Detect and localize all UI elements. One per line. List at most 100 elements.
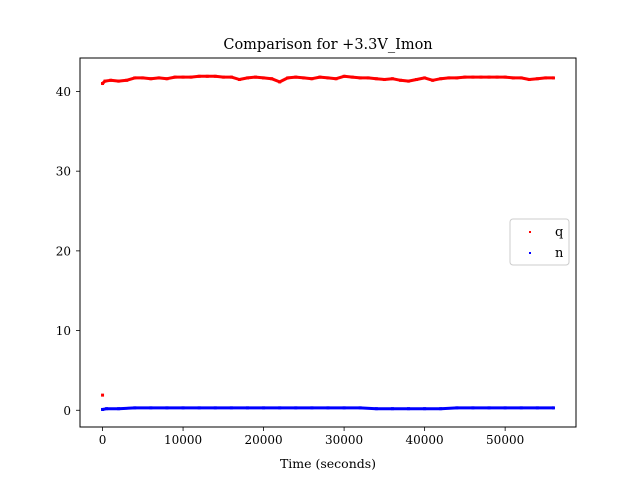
data-point-q [189,75,193,79]
data-point-n [101,407,105,411]
data-point-q [455,76,459,80]
data-point-q [535,77,539,81]
data-point-q [551,76,555,80]
x-tick-label: 50000 [486,433,524,447]
legend-box [509,218,570,266]
data-point-q [382,78,386,82]
data-point-q [334,77,338,81]
data-point-q [366,76,370,80]
data-point-q [221,75,225,79]
x-tick-label: 30000 [325,433,363,447]
data-point-q [278,80,282,84]
data-point-n [551,406,555,410]
data-point-q [205,74,209,78]
data-point-n [326,406,330,410]
data-point-q [310,77,314,81]
data-point-q [326,76,330,80]
data-point-n [213,406,217,410]
x-tick-label: 40000 [406,433,444,447]
data-point-q [103,79,107,83]
data-point-q [109,78,113,82]
series-band-q [101,74,555,85]
data-point-q [213,74,217,78]
data-point-n [535,406,539,410]
x-axis-label: Time (seconds) [280,456,376,471]
data-point-q [262,76,266,80]
data-point-n [105,407,109,411]
data-point-n [117,407,121,411]
legend-label-n: n [555,246,564,261]
data-point-q [519,76,523,80]
data-point-q [117,79,121,83]
data-point-n [423,407,427,411]
y-tick-label: 40 [56,85,71,99]
data-point-q [439,77,443,81]
data-point-n [342,406,346,410]
data-point-n [149,406,153,410]
data-point-q [254,75,258,79]
data-point-q [101,393,105,397]
data-point-n [519,406,523,410]
data-point-q [318,75,322,79]
data-point-q [463,75,467,79]
data-point-q [141,76,145,80]
data-point-q [374,77,378,81]
data-point-n [471,406,475,410]
data-point-q [358,76,362,80]
data-point-q [495,75,499,79]
x-tick-label: 0 [99,433,107,447]
data-point-n [245,406,249,410]
x-tick-label: 20000 [244,433,282,447]
data-point-n [455,406,459,410]
data-point-q [543,76,547,80]
data-point-q [423,76,427,80]
data-point-q [149,77,153,81]
y-axis: 0 10 20 30 40 [56,85,80,418]
series-band-n [101,406,555,411]
data-point-n [407,407,411,411]
y-tick-label: 0 [63,404,71,418]
data-point-q [487,75,491,79]
data-point-q [342,74,346,78]
chart-title: Comparison for +3.3V_Imon [223,37,432,53]
data-point-q [503,75,507,79]
data-point-q [431,78,435,82]
data-point-n [310,406,314,410]
data-point-n [439,407,443,411]
data-point-n [181,406,185,410]
x-axis: 0 10000 20000 30000 40000 50000 [99,427,524,447]
data-point-n [262,406,266,410]
legend-marker-n [529,252,531,254]
data-point-n [278,406,282,410]
y-tick-label: 20 [56,244,71,258]
data-point-q [229,75,233,79]
data-point-q [286,76,290,80]
data-point-n [503,406,507,410]
data-point-q [415,78,419,82]
data-point-n [390,407,394,411]
data-point-q [407,79,411,83]
data-point-n [374,407,378,411]
plot-frame [79,57,577,428]
data-point-q [527,78,531,82]
data-point-q [350,75,354,79]
data-point-q [479,75,483,79]
data-point-q [294,75,298,79]
data-point-q [157,76,161,80]
legend-label-q: q [555,225,563,240]
data-point-q [511,76,515,80]
data-point-q [245,76,249,80]
data-point-q [398,78,402,82]
data-point-n [197,406,201,410]
plot-area [101,74,555,411]
legend: q n [509,218,570,266]
data-point-q [181,75,185,79]
data-point-q [302,76,306,80]
legend-marker-q [529,231,531,233]
data-point-q [237,78,241,82]
x-tick-label: 10000 [164,433,202,447]
data-point-n [133,406,137,410]
data-point-q [133,76,137,80]
y-tick-label: 10 [56,324,71,338]
